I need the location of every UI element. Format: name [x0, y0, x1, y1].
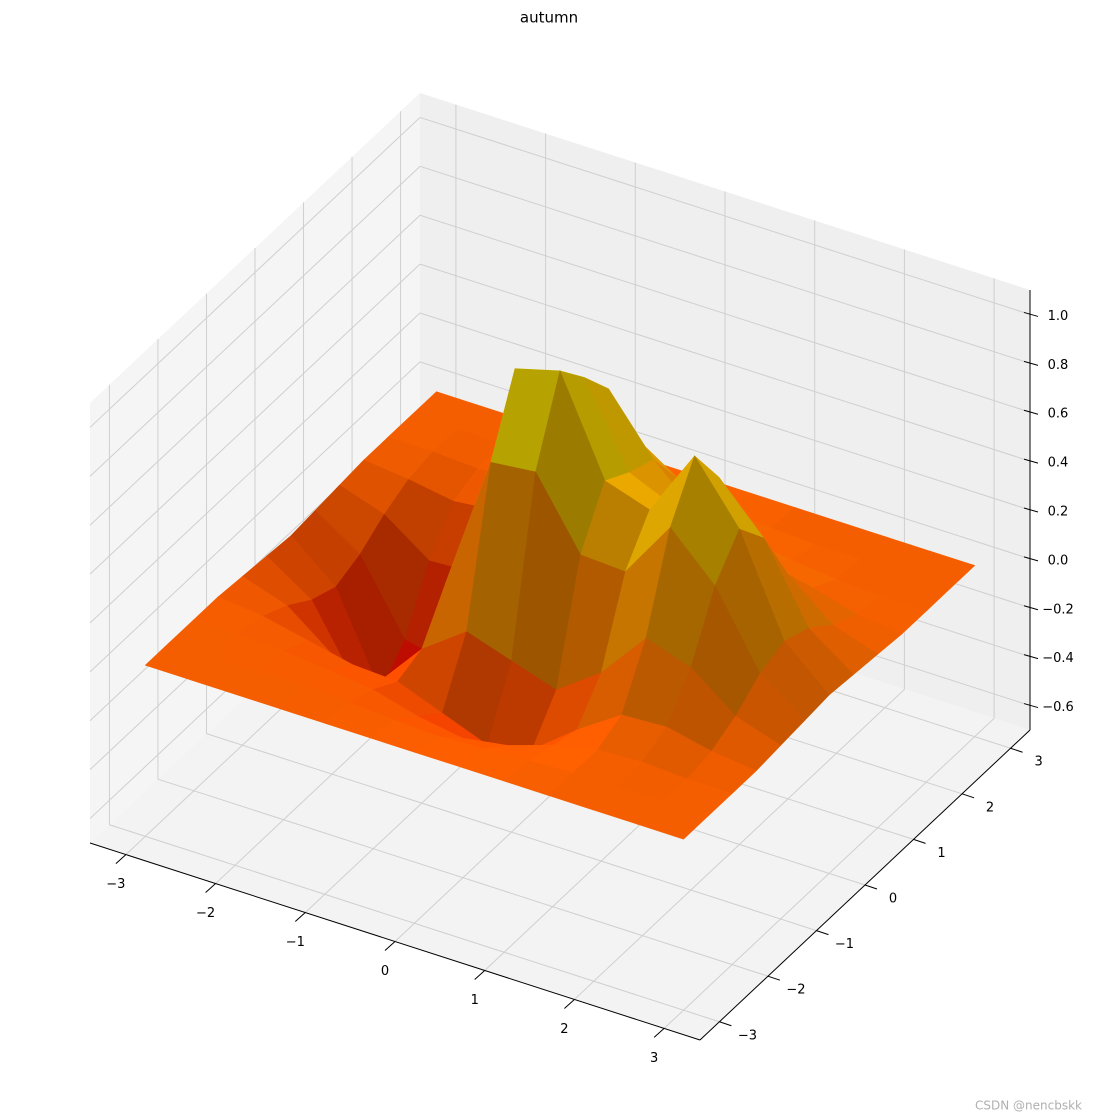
- x-tick: [205, 883, 216, 893]
- x-tick-label: −3: [106, 877, 125, 892]
- x-tick: [294, 912, 306, 922]
- x-tick: [653, 1028, 665, 1038]
- z-tick-label: −0.2: [1042, 602, 1074, 617]
- y-tick: [767, 975, 781, 981]
- z-tick: [1023, 605, 1039, 611]
- y-tick-label: −3: [738, 1028, 757, 1043]
- grid-line: [89, 165, 421, 477]
- z-tick-label: 0.2: [1048, 505, 1069, 520]
- x-tick: [564, 999, 575, 1009]
- surface-patch: [638, 801, 709, 840]
- y-tick: [961, 793, 975, 799]
- y-tick-label: 3: [1034, 755, 1042, 770]
- watermark: CSDN @nencbskk: [975, 1099, 1082, 1113]
- z-tick: [1023, 507, 1039, 513]
- y-tick-label: 0: [889, 892, 897, 907]
- y-tick: [719, 1021, 732, 1027]
- grid-line: [109, 824, 720, 1023]
- y-tick-label: 2: [986, 800, 994, 815]
- z-tick: [1023, 311, 1039, 317]
- z-tick-label: 0.6: [1048, 407, 1069, 422]
- y-tick-label: −2: [786, 983, 805, 998]
- z-tick: [1023, 360, 1039, 366]
- z-tick-label: 1.0: [1048, 309, 1069, 324]
- z-tick-label: −0.4: [1042, 651, 1074, 666]
- x-tick: [474, 970, 486, 980]
- grid-line: [89, 214, 421, 526]
- y-tick: [913, 838, 926, 844]
- grid-line: [419, 263, 1031, 462]
- z-tick: [1023, 458, 1039, 464]
- z-tick-label: 0.0: [1048, 553, 1069, 568]
- y-tick: [1010, 747, 1023, 753]
- z-tick: [1023, 654, 1039, 660]
- grid-line: [206, 733, 817, 932]
- grid-line: [419, 165, 1031, 364]
- grid-line: [89, 312, 421, 624]
- x-tick-label: −2: [196, 906, 215, 921]
- grid-line: [89, 263, 421, 575]
- grid-line: [89, 117, 421, 428]
- y-tick: [864, 884, 878, 890]
- z-tick-label: −0.6: [1042, 700, 1074, 715]
- x-tick-label: 2: [560, 1022, 568, 1037]
- grid-line: [419, 312, 1031, 511]
- grid-line: [419, 116, 1031, 315]
- grid-line: [419, 214, 1031, 413]
- x-tick-label: −1: [286, 935, 305, 950]
- z-tick: [1023, 703, 1039, 709]
- z-tick: [1023, 409, 1039, 415]
- y-tick: [816, 930, 829, 936]
- z-tick: [1023, 556, 1039, 562]
- x-tick: [384, 941, 396, 951]
- z-tick-label: 0.8: [1048, 358, 1069, 373]
- grid-line: [89, 361, 421, 673]
- chart-title: autumn: [520, 9, 578, 27]
- x-tick-label: 1: [471, 993, 479, 1008]
- x-tick-label: 0: [381, 964, 389, 979]
- y-tick-label: 1: [937, 846, 945, 861]
- x-tick-label: 3: [650, 1051, 658, 1066]
- y-tick-label: −1: [835, 937, 854, 952]
- grid-line: [157, 778, 769, 977]
- x-tick: [115, 854, 127, 864]
- z-tick-label: 0.4: [1048, 456, 1069, 471]
